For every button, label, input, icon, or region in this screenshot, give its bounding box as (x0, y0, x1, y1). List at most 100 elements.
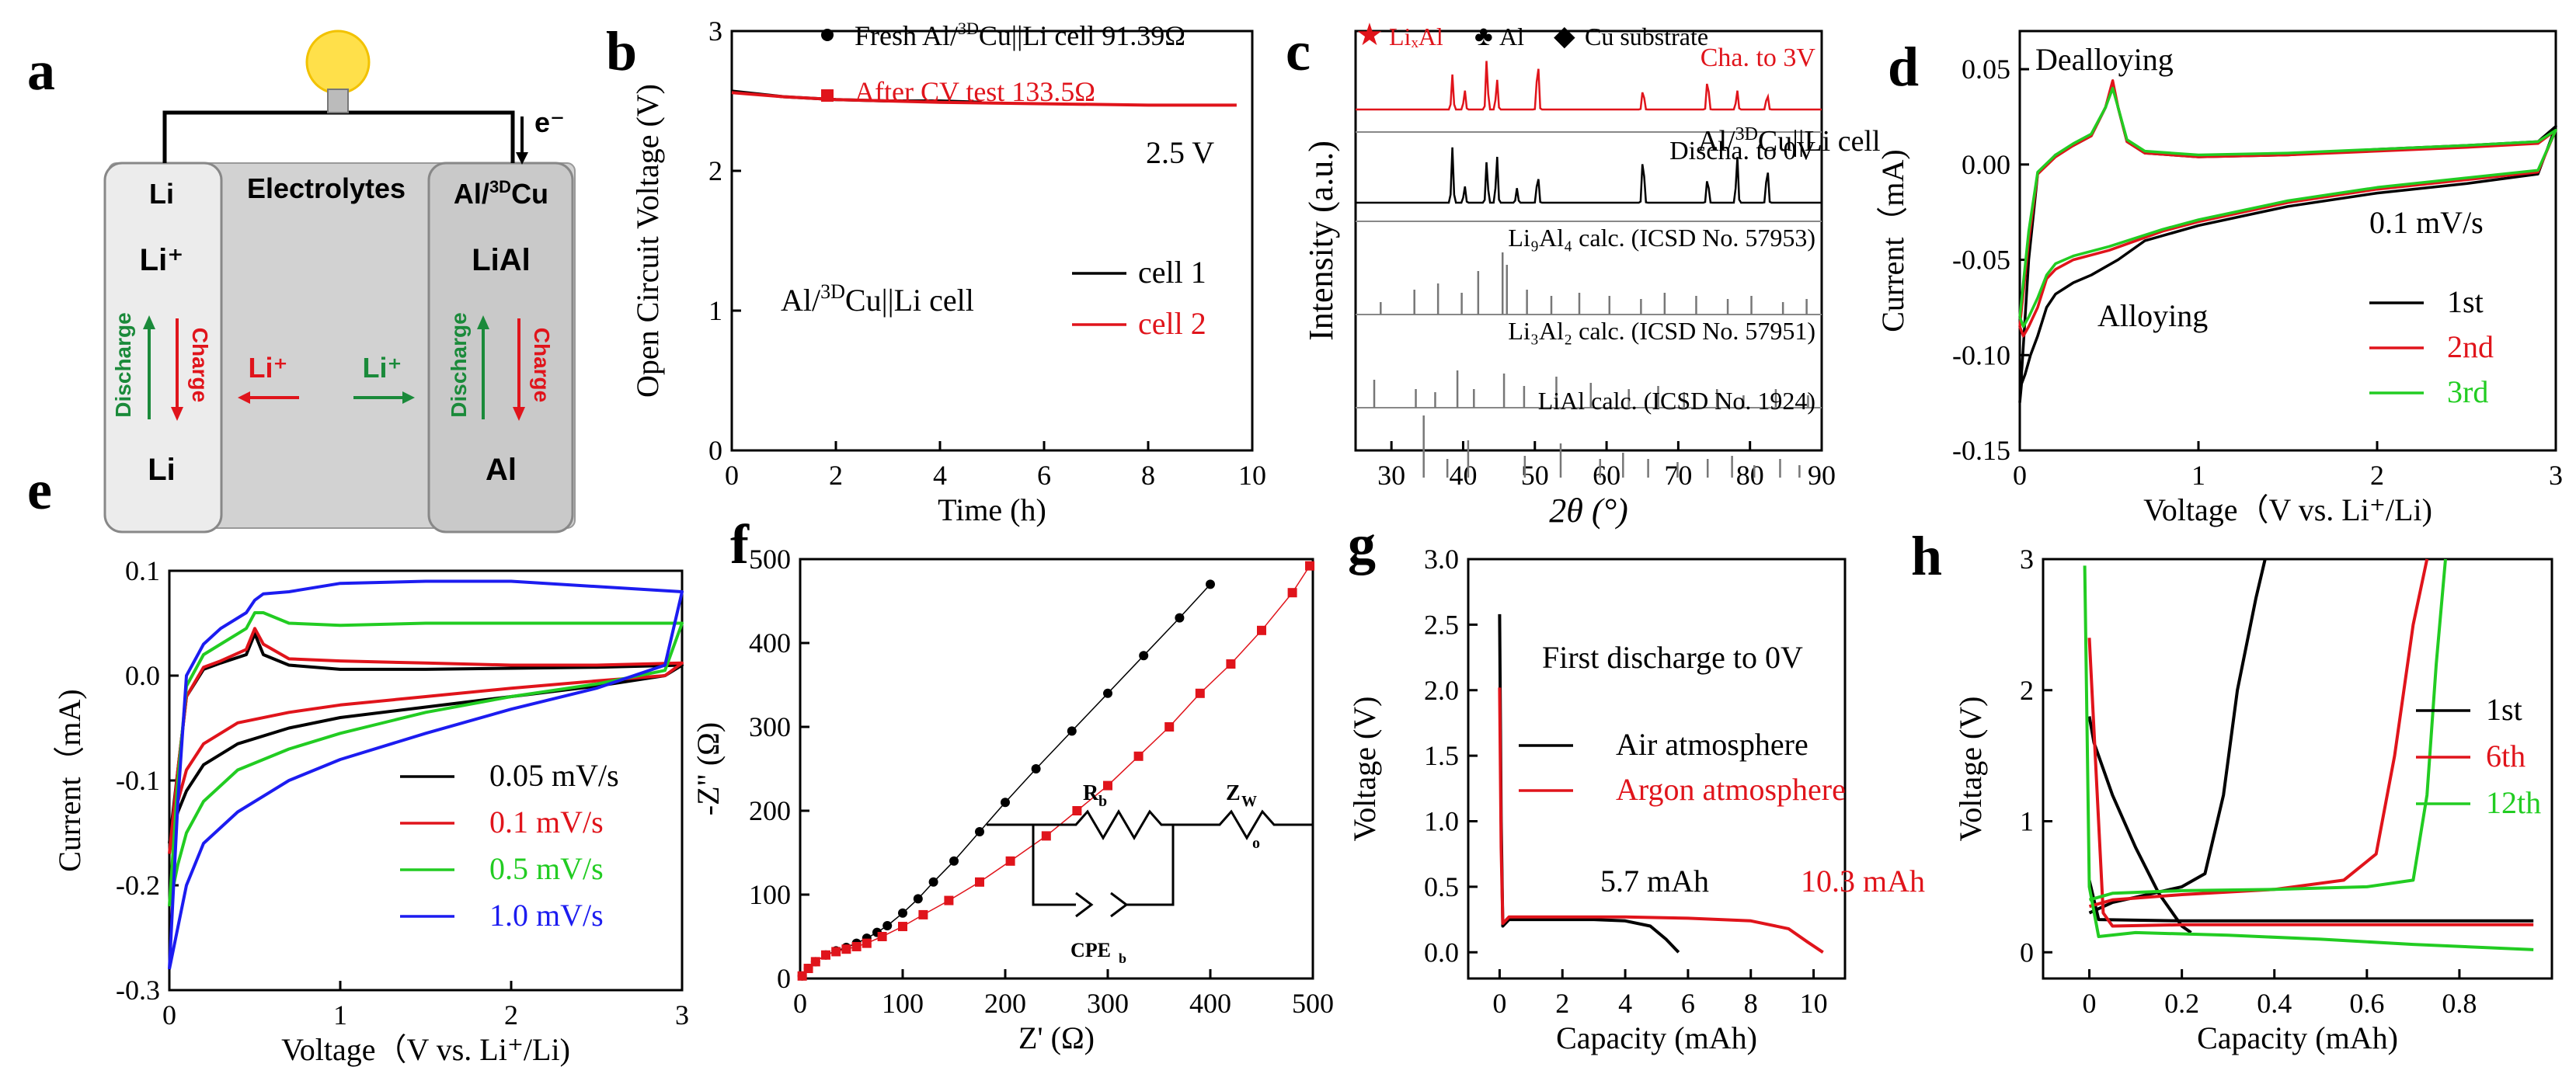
series-line-d-1 (2018, 79, 2557, 338)
circuit-label-z: Z (1226, 781, 1241, 805)
electron-label: e⁻ (534, 106, 565, 138)
y-tick-label-g: 0.5 (1424, 871, 1459, 902)
chart-overlays: Al/3DCu||Li cell Al/3DCu||Li cell Fresh … (781, 19, 1881, 318)
x-tick-label-d: 3 (2549, 460, 2563, 491)
y-tick-label-d: -0.15 (1952, 435, 2010, 466)
right-species: LiAl (472, 243, 531, 277)
panel-letters: a b c d e f g h (27, 20, 1942, 587)
d-annotation: 0.1 mV/s (2369, 205, 2484, 240)
data-point-f (851, 941, 862, 951)
left-electrode-top: Li (149, 178, 174, 210)
x-tick-label-g: 10 (1800, 988, 1828, 1019)
series-line-b-1 (731, 91, 1237, 107)
x-tick-label-b: 10 (1238, 460, 1266, 491)
cpe-symbol-f (1075, 892, 1094, 918)
data-point-f (821, 950, 830, 960)
legend-label-d: 1st (2447, 284, 2484, 319)
data-point-f (1103, 780, 1112, 791)
left-bottom: Li (148, 453, 176, 487)
y-tick-label-b: 2 (708, 155, 722, 186)
circuit-label-z-sub2: o (1252, 835, 1260, 852)
x-tick-label-e: 2 (504, 999, 518, 1031)
series-line-h-3 (2088, 558, 2429, 909)
legend-label-e: 0.05 mV/s (489, 758, 619, 793)
y-axis-label-e: Current（mA) (52, 689, 87, 872)
b-annotation: 2.5 V (1146, 135, 1214, 170)
y-tick-label-f: 500 (749, 544, 791, 575)
d-annotation: Dealloying (2035, 42, 2174, 77)
plot-frame-h (2042, 558, 2553, 980)
x-tick-label-h: 0.6 (2349, 988, 2384, 1019)
y-tick-label-g: 2.5 (1424, 609, 1459, 640)
right-discharge-arrow-head (477, 315, 489, 329)
circuit-branch-f (1032, 825, 1076, 906)
x-tick-label-b: 0 (725, 460, 739, 491)
panel-letter-b: b (606, 20, 637, 82)
bulb-base-icon (327, 89, 349, 113)
series-line-h-0 (2087, 716, 2192, 934)
y-tick-label-h: 1 (2020, 806, 2034, 837)
pattern-label-c: Discha. to 0V (1669, 137, 1815, 165)
y-tick-label-f: 300 (749, 711, 791, 742)
panel-letter-c: c (1286, 20, 1311, 82)
series-line-h-6 (2083, 565, 2534, 951)
panel-h-cycling-chart: 0 0.2 0.4 0.6 0.8 0 1 2 3 Capacity (mAh) Voltage (… (1953, 544, 2553, 1055)
x-tick-label-f: 200 (984, 988, 1026, 1019)
data-point-f (918, 909, 928, 919)
x-tick-label-c: 80 (1736, 460, 1764, 491)
panel-letter-a: a (27, 40, 55, 102)
data-point-f (1226, 659, 1236, 669)
circuit-label-cpe: CPE (1070, 939, 1111, 961)
series-line-e-1 (168, 627, 684, 854)
y-tick-label-f: 0 (777, 963, 791, 994)
data-point-f (928, 877, 938, 887)
y-axis-label-h: Voltage (V) (1953, 697, 1988, 842)
series-line-d-2 (2018, 86, 2557, 328)
legend-label-b: cell 2 (1138, 306, 1206, 341)
y-axis-label-c: Intensity (a.u.) (1302, 141, 1340, 341)
right-charge-label: Charge (530, 328, 554, 402)
legend-label-c: Cu substrate (1585, 23, 1708, 50)
plot-frame-b (730, 30, 1254, 452)
x-tick-label-b: 4 (933, 460, 947, 491)
y-tick-label-d: -0.10 (1952, 339, 2010, 370)
data-point-f (810, 957, 820, 967)
y-tick-label-e: 0.0 (125, 660, 160, 691)
x-tick-label-b: 6 (1037, 460, 1051, 491)
legend-label-c: LiₓAl (1389, 23, 1443, 50)
y-tick-label-b: 0 (708, 435, 722, 466)
y-tick-label-h: 3 (2020, 544, 2034, 575)
data-point-f (1001, 798, 1010, 808)
y-tick-label-g: 0.0 (1424, 937, 1459, 968)
x-tick-label-b: 8 (1141, 460, 1155, 491)
y-tick-label-b: 3 (708, 16, 722, 47)
data-point-f (975, 827, 984, 836)
x-tick-label-f: 0 (793, 988, 807, 1019)
data-point-f (949, 856, 959, 866)
li-ion-right-label: Li⁺ (363, 352, 402, 384)
g-cell-label: Al/3DCu||Li cell (1697, 124, 1881, 158)
y-tick-label-f: 100 (749, 879, 791, 910)
data-point-f (1305, 561, 1315, 571)
x-axis-label-c: 2θ (°) (1549, 492, 1628, 530)
x-tick-label-h: 0.2 (2164, 988, 2199, 1019)
x-tick-label-d: 2 (2370, 460, 2384, 491)
y-axis-label-b: Open Circuit Voltage (V) (630, 84, 665, 398)
x-tick-label-e: 0 (162, 999, 176, 1031)
x-tick-label-f: 300 (1087, 988, 1129, 1019)
y-axis-label-f: -Z" (Ω) (691, 722, 726, 815)
legend-marker-f (821, 29, 834, 41)
electrolyte-label: Electrolytes (247, 172, 406, 204)
y-tick-label-b: 1 (708, 295, 722, 326)
plot-frame-d (2018, 30, 2557, 452)
data-point-f (1041, 831, 1051, 841)
panel-e-cv-rates-chart: 0 1 2 3 -0.3 -0.2 -0.1 0.0 0.1 Voltage（V vs. Li⁺/… (52, 555, 689, 1067)
right-electrode-top: Al/3DCu (454, 177, 548, 210)
circuit-label-z-sub: W (1241, 793, 1257, 810)
data-point-f (975, 877, 984, 887)
legend-label-h: 12th (2486, 785, 2541, 820)
panel-g-discharge-chart: 0 2 4 6 8 10 0.0 0.5 1.0 1.5 2.0 2.5 3.0 Capacity (mA… (1347, 544, 1925, 1055)
y-tick-label-h: 0 (2020, 937, 2034, 968)
